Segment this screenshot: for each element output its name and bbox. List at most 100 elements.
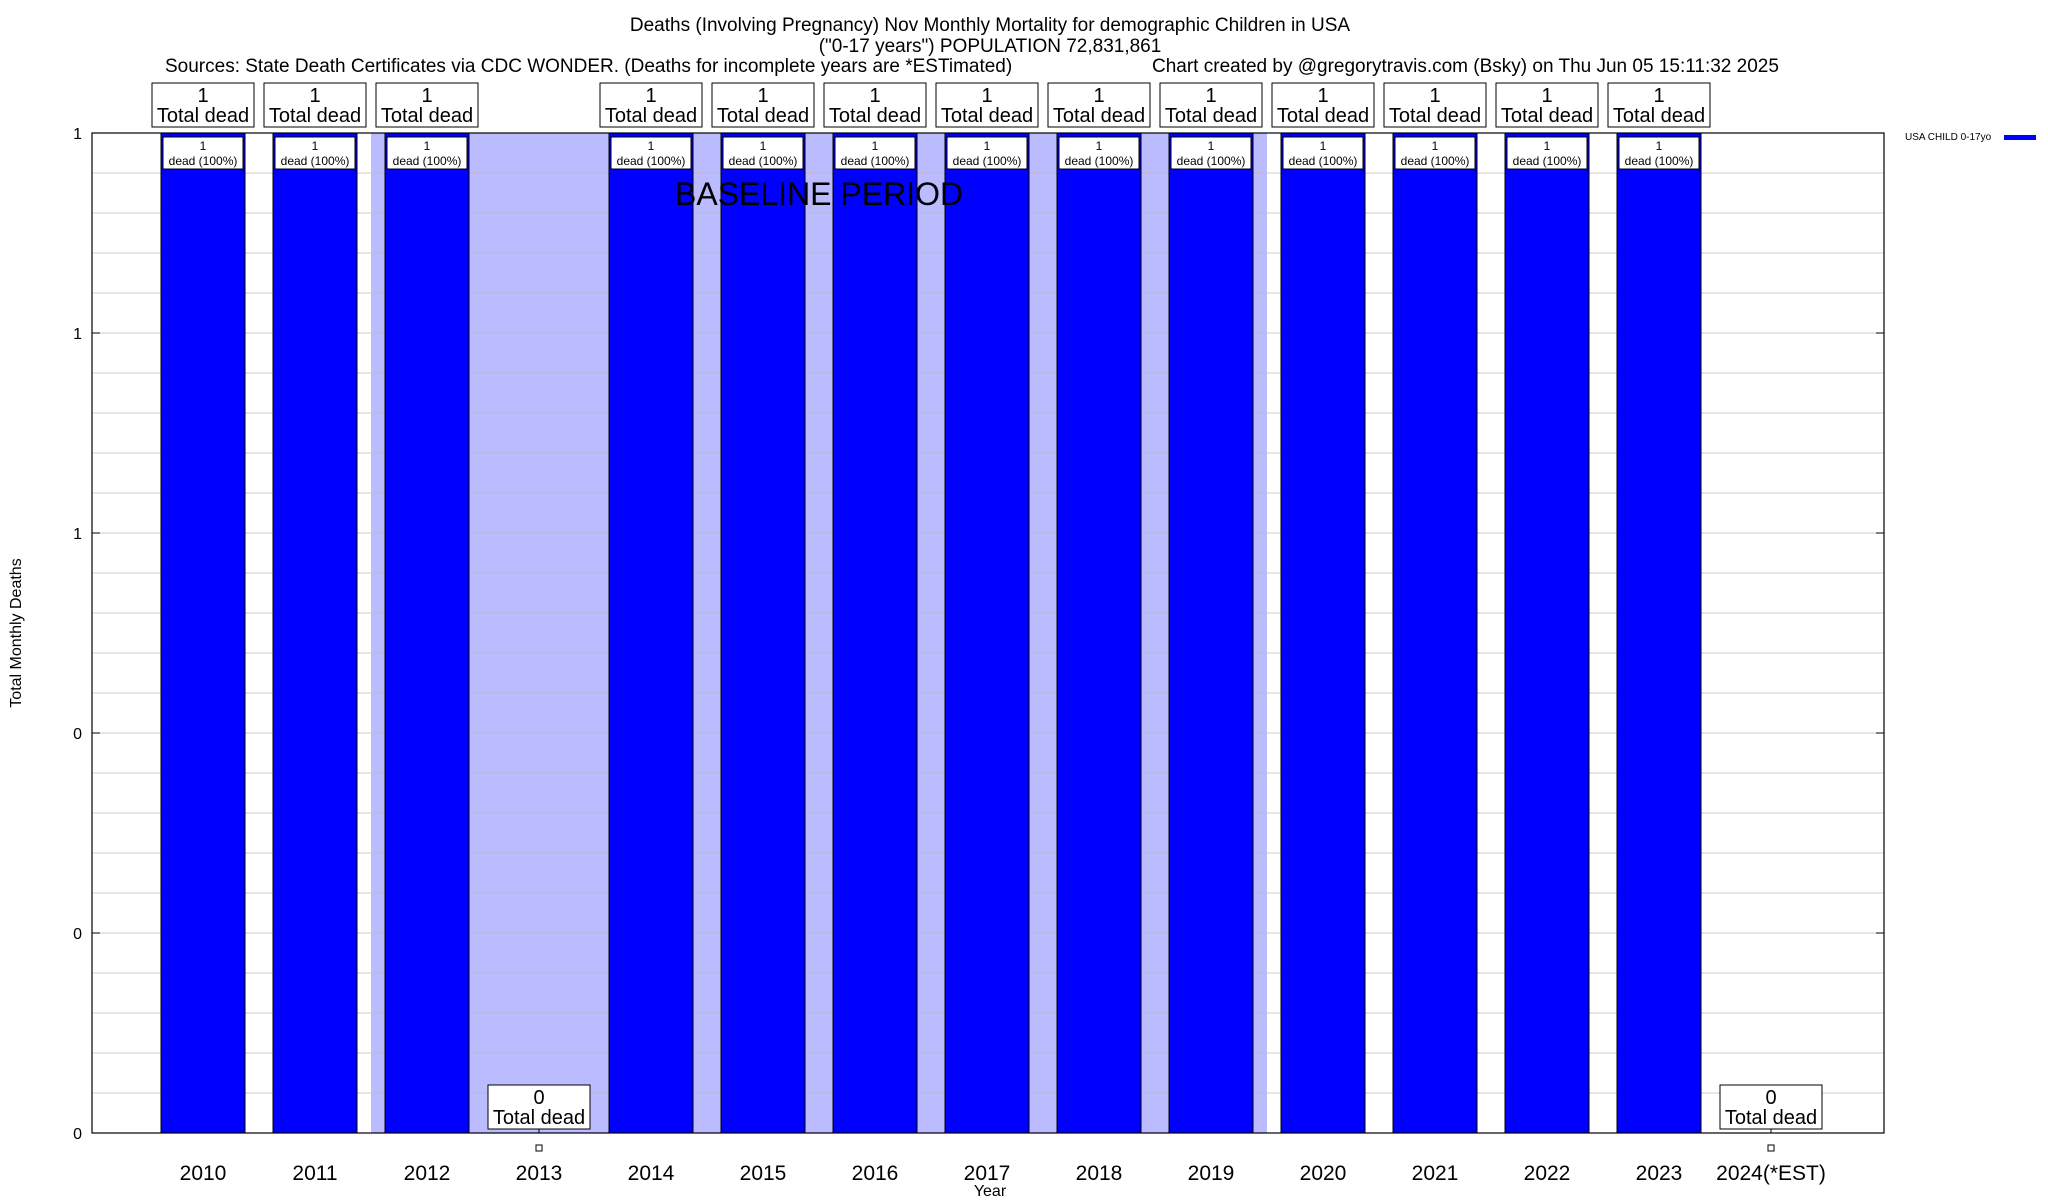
legend: USA CHILD 0-17yo bbox=[1905, 132, 2036, 143]
chart-credit: Chart created by @gregorytravis.com (Bsk… bbox=[1152, 56, 1779, 77]
total-label-box bbox=[375, 82, 479, 128]
total-label-box bbox=[1607, 82, 1711, 128]
total-label: Total dead bbox=[1501, 105, 1593, 127]
total-value: 1 bbox=[309, 85, 320, 107]
total-label-box bbox=[487, 1084, 591, 1130]
bar-inner-label-box bbox=[946, 136, 1028, 170]
bar-inner-label: dead (100%) bbox=[1065, 154, 1134, 168]
bar-inner-label: dead (100%) bbox=[1401, 154, 1470, 168]
bar-inner-label-box bbox=[386, 136, 468, 170]
bar bbox=[384, 132, 470, 1134]
bar-inner-label: dead (100%) bbox=[1513, 154, 1582, 168]
bar-inner-count: 1 bbox=[1096, 139, 1103, 153]
bar-inner-label: dead (100%) bbox=[1289, 154, 1358, 168]
total-label: Total dead bbox=[1165, 105, 1257, 127]
total-label-box bbox=[1383, 82, 1487, 128]
total-label-box bbox=[823, 82, 927, 128]
y-tick-label: 0 bbox=[73, 726, 82, 743]
bar-inner-label-box bbox=[1170, 136, 1252, 170]
x-category-label: 2018 bbox=[1076, 1162, 1123, 1185]
x-category-label: 2020 bbox=[1300, 1162, 1347, 1185]
bar bbox=[1168, 132, 1254, 1134]
total-value: 1 bbox=[1541, 85, 1552, 107]
y-tick-label: 0 bbox=[73, 1126, 82, 1143]
total-value: 1 bbox=[1429, 85, 1440, 107]
x-category-label: 2010 bbox=[180, 1162, 227, 1185]
bar-inner-label-box bbox=[1506, 136, 1588, 170]
bar-inner-count: 1 bbox=[984, 139, 991, 153]
x-category-label: 2012 bbox=[404, 1162, 451, 1185]
total-value: 1 bbox=[645, 85, 656, 107]
total-value: 1 bbox=[869, 85, 880, 107]
x-category-label: 2017 bbox=[964, 1162, 1011, 1185]
bar bbox=[1616, 132, 1702, 1134]
x-category-label: 2011 bbox=[292, 1162, 337, 1185]
total-value: 1 bbox=[1205, 85, 1216, 107]
y-tick-label: 0 bbox=[73, 926, 82, 943]
total-label: Total dead bbox=[1053, 105, 1145, 127]
bar-inner-label-box bbox=[1282, 136, 1364, 170]
bar-inner-label-box bbox=[1058, 136, 1140, 170]
total-value: 1 bbox=[197, 85, 208, 107]
legend-label: USA CHILD 0-17yo bbox=[1905, 132, 1992, 143]
total-value: 0 bbox=[533, 1087, 544, 1109]
bar-inner-label-box bbox=[162, 136, 244, 170]
bar-inner-count: 1 bbox=[200, 139, 207, 153]
total-label-box bbox=[1719, 1084, 1823, 1130]
bar bbox=[272, 132, 358, 1134]
total-label-box bbox=[1047, 82, 1151, 128]
x-category-label: 2016 bbox=[852, 1162, 899, 1185]
zero-marker bbox=[535, 1144, 543, 1152]
total-label: Total dead bbox=[717, 105, 809, 127]
bar-inner-label: dead (100%) bbox=[169, 154, 238, 168]
bar-inner-count: 1 bbox=[760, 139, 767, 153]
total-value: 1 bbox=[1317, 85, 1328, 107]
bar bbox=[160, 132, 246, 1134]
y-tick-label: 1 bbox=[73, 326, 82, 343]
total-label: Total dead bbox=[1389, 105, 1481, 127]
bar-inner-label: dead (100%) bbox=[1177, 154, 1246, 168]
y-tick-label: 1 bbox=[73, 126, 82, 143]
bar bbox=[1280, 132, 1366, 1134]
total-label: Total dead bbox=[493, 1107, 585, 1129]
total-label-box bbox=[1495, 82, 1599, 128]
x-category-label: 2019 bbox=[1188, 1162, 1235, 1185]
x-category-label: 2024(*EST) bbox=[1716, 1162, 1826, 1185]
total-label: Total dead bbox=[1613, 105, 1705, 127]
bar bbox=[608, 132, 694, 1134]
total-value: 1 bbox=[981, 85, 992, 107]
total-label: Total dead bbox=[269, 105, 361, 127]
bar bbox=[1392, 132, 1478, 1134]
chart-titles: Deaths (Involving Pregnancy) Nov Monthly… bbox=[165, 15, 1779, 77]
total-label: Total dead bbox=[1277, 105, 1369, 127]
chart-sources: Sources: State Death Certificates via CD… bbox=[165, 56, 1012, 77]
bar-inner-count: 1 bbox=[1656, 139, 1663, 153]
total-value: 1 bbox=[757, 85, 768, 107]
bar bbox=[1056, 132, 1142, 1134]
bar-inner-label-box bbox=[1618, 136, 1700, 170]
bar bbox=[944, 132, 1030, 1134]
bar-inner-label-box bbox=[610, 136, 692, 170]
total-label-box bbox=[1271, 82, 1375, 128]
legend-swatch bbox=[2004, 135, 2036, 140]
bar bbox=[720, 132, 806, 1134]
total-label-box bbox=[599, 82, 703, 128]
total-label: Total dead bbox=[941, 105, 1033, 127]
total-label: Total dead bbox=[157, 105, 249, 127]
bar-inner-label: dead (100%) bbox=[617, 154, 686, 168]
total-value: 1 bbox=[1093, 85, 1104, 107]
bar-inner-count: 1 bbox=[872, 139, 879, 153]
chart-title: Deaths (Involving Pregnancy) Nov Monthly… bbox=[630, 15, 1351, 36]
bar-inner-count: 1 bbox=[648, 139, 655, 153]
bar-inner-label-box bbox=[1394, 136, 1476, 170]
x-category-label: 2021 bbox=[1412, 1162, 1459, 1185]
chart-subtitle: ("0-17 years") POPULATION 72,831,861 bbox=[819, 36, 1162, 57]
y-tick-label: 1 bbox=[73, 526, 82, 543]
bar bbox=[1504, 132, 1590, 1134]
bar-inner-label: dead (100%) bbox=[281, 154, 350, 168]
total-label-box bbox=[711, 82, 815, 128]
x-category-label: 2015 bbox=[740, 1162, 787, 1185]
bar-inner-label: dead (100%) bbox=[393, 154, 462, 168]
